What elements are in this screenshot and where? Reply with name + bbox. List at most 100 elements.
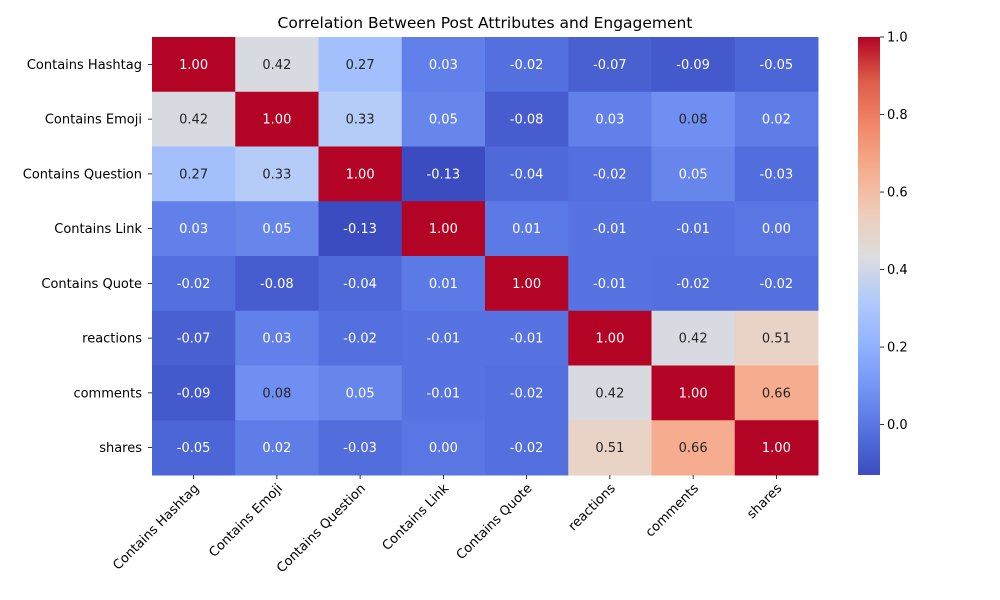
heatmap-cell	[401, 91, 486, 147]
cell-value-label: 1.00	[346, 167, 375, 182]
cell-value-label: 0.42	[179, 113, 208, 128]
heatmap-cell	[651, 310, 736, 366]
cell-value-label: -0.01	[593, 277, 627, 292]
heatmap-cell	[152, 146, 236, 202]
row-label: Contains Question	[23, 167, 142, 182]
cell-value-label: 0.05	[262, 222, 291, 237]
heatmap-cell	[318, 146, 403, 202]
column-label: shares	[744, 481, 785, 522]
cell-value-label: -0.08	[510, 113, 544, 128]
heatmap-cell	[152, 310, 236, 366]
heatmap-cell	[152, 256, 236, 312]
cell-value-label: 0.00	[429, 441, 458, 456]
heatmap-cell	[651, 365, 736, 421]
cell-value-label: -0.05	[177, 441, 211, 456]
cell-value-label: 0.51	[762, 332, 791, 347]
heatmap-cell	[401, 365, 486, 421]
column-label: Contains Hashtag	[110, 481, 202, 573]
cell-value-label: 0.03	[179, 222, 208, 237]
heatmap-cell	[734, 365, 819, 421]
colorbar-tick-label: 0.6	[887, 186, 908, 201]
row-label: comments	[73, 386, 142, 401]
cell-value-label: -0.01	[510, 332, 544, 347]
heatmap-cell	[651, 91, 736, 147]
heatmap-cell	[318, 365, 403, 421]
heatmap-cell	[318, 37, 403, 93]
cell-value-label: 0.05	[679, 167, 708, 182]
colorbar-tick-label: 0.0	[887, 418, 908, 433]
heatmap-cell	[152, 201, 236, 257]
cell-value-label: -0.02	[593, 167, 627, 182]
cell-value-label: -0.08	[260, 277, 294, 292]
heatmap-cell	[235, 91, 319, 147]
cell-value-label: -0.01	[593, 222, 627, 237]
heatmap-cell	[235, 37, 319, 93]
column-label: Contains Question	[274, 481, 369, 576]
colorbar-tick-label: 0.2	[887, 341, 908, 356]
cell-value-label: -0.05	[760, 58, 794, 73]
cell-value-label: -0.02	[510, 58, 544, 73]
heatmap-cell	[152, 420, 236, 476]
cell-value-label: -0.02	[510, 441, 544, 456]
cell-value-label: -0.07	[177, 332, 211, 347]
cell-value-label: 0.51	[595, 441, 624, 456]
chart-title: Correlation Between Post Attributes and …	[278, 14, 693, 32]
heatmap-cell	[734, 146, 819, 202]
cell-value-label: -0.09	[676, 58, 710, 73]
cell-value-label: -0.02	[760, 277, 794, 292]
heatmap-cell	[734, 201, 819, 257]
cell-value-label: 0.08	[679, 113, 708, 128]
cell-value-label: 0.66	[679, 441, 708, 456]
heatmap-cell	[568, 91, 652, 147]
cell-value-label: 1.00	[679, 386, 708, 401]
column-label: comments	[643, 481, 702, 540]
cell-value-label: -0.04	[343, 277, 377, 292]
cell-value-label: 0.03	[595, 113, 624, 128]
heatmap-cell	[485, 201, 569, 257]
heatmap-cell	[485, 91, 569, 147]
cell-value-label: -0.01	[676, 222, 710, 237]
heatmap-cell	[235, 256, 319, 312]
heatmap-cell	[485, 146, 569, 202]
heatmap-cell	[152, 37, 236, 93]
heatmap-cell	[568, 420, 652, 476]
heatmap-cell	[318, 310, 403, 366]
column-label: Contains Link	[380, 481, 453, 554]
heatmap-cell	[401, 420, 486, 476]
cell-value-label: 0.01	[429, 277, 458, 292]
heatmap-cell	[485, 37, 569, 93]
heatmap-cell	[235, 201, 319, 257]
row-label: Contains Quote	[41, 277, 142, 292]
cell-value-label: 0.42	[595, 386, 624, 401]
heatmap-cell	[152, 365, 236, 421]
cell-value-label: 0.27	[179, 167, 208, 182]
cell-value-label: 0.03	[429, 58, 458, 73]
cell-value-label: -0.07	[593, 58, 627, 73]
cell-value-label: -0.02	[177, 277, 211, 292]
colorbar-tick-label: 0.8	[887, 108, 908, 123]
heatmap-cell	[318, 256, 403, 312]
cell-value-label: 0.02	[262, 441, 291, 456]
heatmap-cell	[568, 146, 652, 202]
heatmap-cell	[568, 310, 652, 366]
cell-value-label: 0.42	[679, 332, 708, 347]
colorbar-tick-label: 1.0	[887, 31, 908, 46]
heatmap-cell	[651, 146, 736, 202]
heatmap-cell	[318, 201, 403, 257]
heatmap-cell	[485, 256, 569, 312]
colorbar: 1.0 0.8 0.6 0.4 0.2 0.0	[858, 31, 908, 475]
heatmap-cell	[318, 420, 403, 476]
heatmap-cell	[485, 420, 569, 476]
heatmap-cell	[401, 201, 486, 257]
cell-value-label: 1.00	[429, 222, 458, 237]
row-label: reactions	[82, 332, 142, 347]
heatmap-cell	[235, 420, 319, 476]
heatmap-cell	[651, 420, 736, 476]
heatmap-cell	[651, 201, 736, 257]
column-label: Contains Emoji	[206, 481, 285, 560]
heatmap-cell	[485, 310, 569, 366]
cell-value-label: -0.09	[177, 386, 211, 401]
cell-value-label: 0.33	[346, 113, 375, 128]
heatmap-cell	[318, 91, 403, 147]
